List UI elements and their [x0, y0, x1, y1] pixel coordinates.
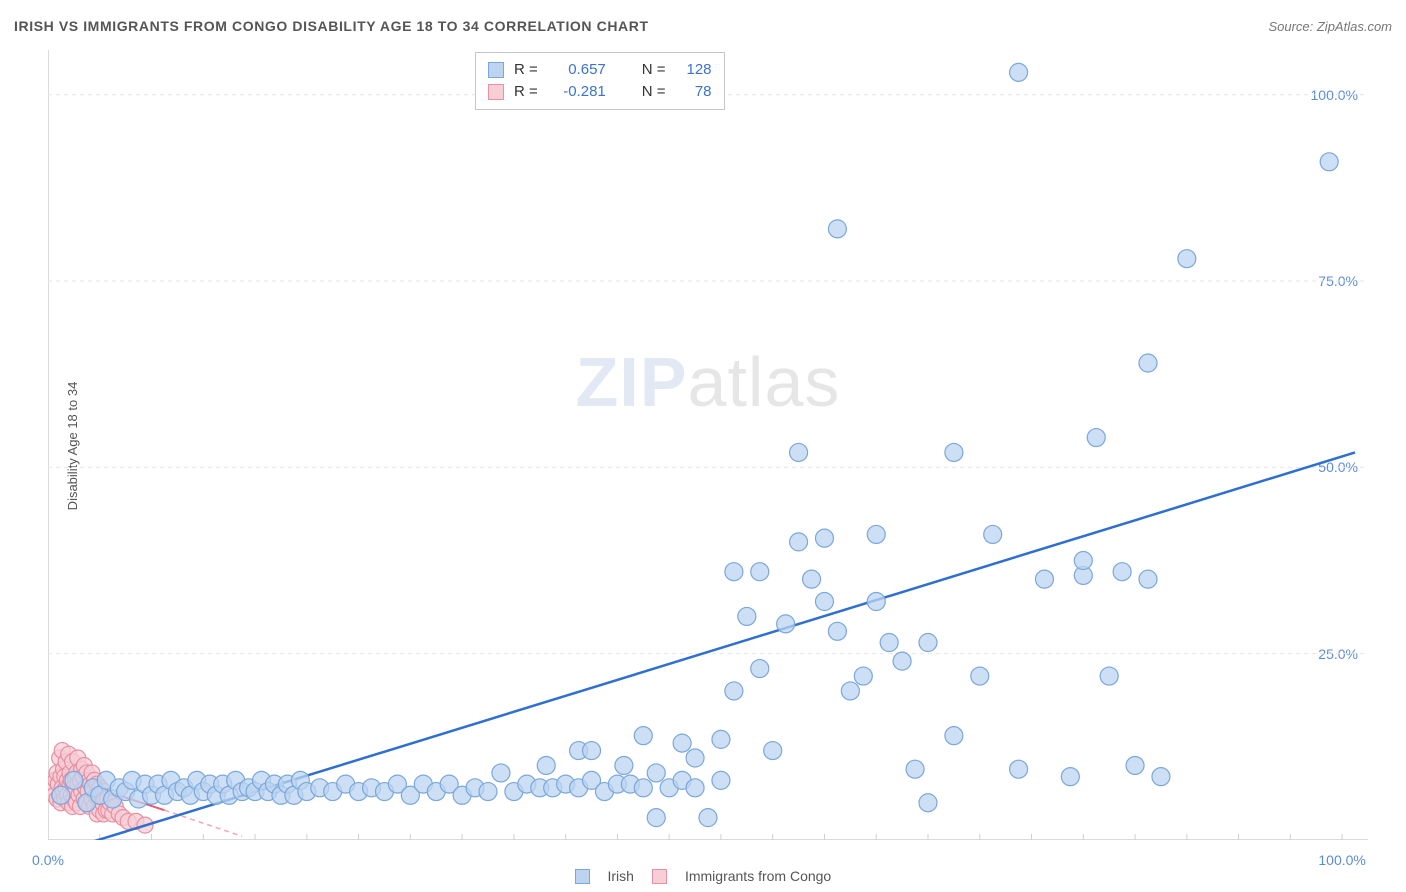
r-value: -0.281 [548, 81, 606, 103]
x-tick-label: 0.0% [32, 852, 64, 868]
point-irish [1126, 756, 1144, 774]
point-irish [634, 727, 652, 745]
point-irish [647, 809, 665, 827]
legend-swatch-irish [575, 869, 590, 884]
point-irish [699, 809, 717, 827]
point-irish [945, 443, 963, 461]
swatch-congo [488, 84, 504, 100]
title-bar: IRISH VS IMMIGRANTS FROM CONGO DISABILIT… [14, 18, 1392, 34]
point-irish [1010, 760, 1028, 778]
plot-area: ZIPatlas 25.0%50.0%75.0%100.0%0.0%100.0% [48, 50, 1368, 840]
point-irish [725, 563, 743, 581]
legend-swatch-congo [652, 869, 667, 884]
point-irish [725, 682, 743, 700]
point-irish [615, 756, 633, 774]
chart-container: IRISH VS IMMIGRANTS FROM CONGO DISABILIT… [0, 0, 1406, 892]
point-irish [919, 634, 937, 652]
swatch-irish [488, 62, 504, 78]
point-irish [945, 727, 963, 745]
point-irish [1087, 429, 1105, 447]
point-irish [1320, 153, 1338, 171]
point-irish [854, 667, 872, 685]
point-irish [803, 570, 821, 588]
point-irish [815, 593, 833, 611]
legend-label-irish: Irish [608, 868, 634, 884]
point-irish [751, 563, 769, 581]
point-irish [1010, 63, 1028, 81]
point-irish [52, 786, 70, 804]
point-irish [673, 734, 691, 752]
point-irish [971, 667, 989, 685]
point-irish [919, 794, 937, 812]
point-irish [1100, 667, 1118, 685]
point-irish [790, 533, 808, 551]
point-irish [634, 779, 652, 797]
r-label: R = [514, 81, 538, 103]
point-irish [1139, 354, 1157, 372]
point-irish [647, 764, 665, 782]
point-irish [1178, 250, 1196, 268]
legend-label-congo: Immigrants from Congo [685, 868, 831, 884]
point-irish [790, 443, 808, 461]
corr-row-irish: R = 0.657 N = 128 [488, 59, 712, 81]
point-irish [738, 607, 756, 625]
point-irish [751, 660, 769, 678]
point-irish [841, 682, 859, 700]
point-irish [867, 593, 885, 611]
chart-title: IRISH VS IMMIGRANTS FROM CONGO DISABILIT… [14, 18, 649, 34]
point-irish [880, 634, 898, 652]
point-irish [537, 756, 555, 774]
point-irish [906, 760, 924, 778]
r-label: R = [514, 59, 538, 81]
correlation-box: R = 0.657 N = 128 R = -0.281 N = 78 [475, 52, 725, 110]
point-irish [828, 622, 846, 640]
point-irish [984, 525, 1002, 543]
corr-row-congo: R = -0.281 N = 78 [488, 81, 712, 103]
n-value: 78 [676, 81, 712, 103]
point-irish [1035, 570, 1053, 588]
n-label: N = [642, 81, 666, 103]
source-label: Source: ZipAtlas.com [1268, 19, 1392, 34]
point-irish [712, 730, 730, 748]
point-irish [893, 652, 911, 670]
n-label: N = [642, 59, 666, 81]
point-irish [815, 529, 833, 547]
plot-svg [48, 50, 1368, 840]
r-value: 0.657 [548, 59, 606, 81]
point-irish [1152, 768, 1170, 786]
n-value: 128 [676, 59, 712, 81]
point-irish [828, 220, 846, 238]
point-irish [686, 749, 704, 767]
point-irish [764, 742, 782, 760]
trend-ext-congo [164, 810, 242, 836]
point-irish [583, 742, 601, 760]
point-irish [1074, 552, 1092, 570]
point-irish [1139, 570, 1157, 588]
legend: Irish Immigrants from Congo [575, 868, 832, 884]
point-irish [1113, 563, 1131, 581]
point-irish [65, 771, 83, 789]
x-tick-label: 100.0% [1318, 852, 1365, 868]
point-irish [712, 771, 730, 789]
point-irish [777, 615, 795, 633]
point-irish [1061, 768, 1079, 786]
point-irish [867, 525, 885, 543]
point-irish [686, 779, 704, 797]
point-irish [479, 783, 497, 801]
point-irish [492, 764, 510, 782]
